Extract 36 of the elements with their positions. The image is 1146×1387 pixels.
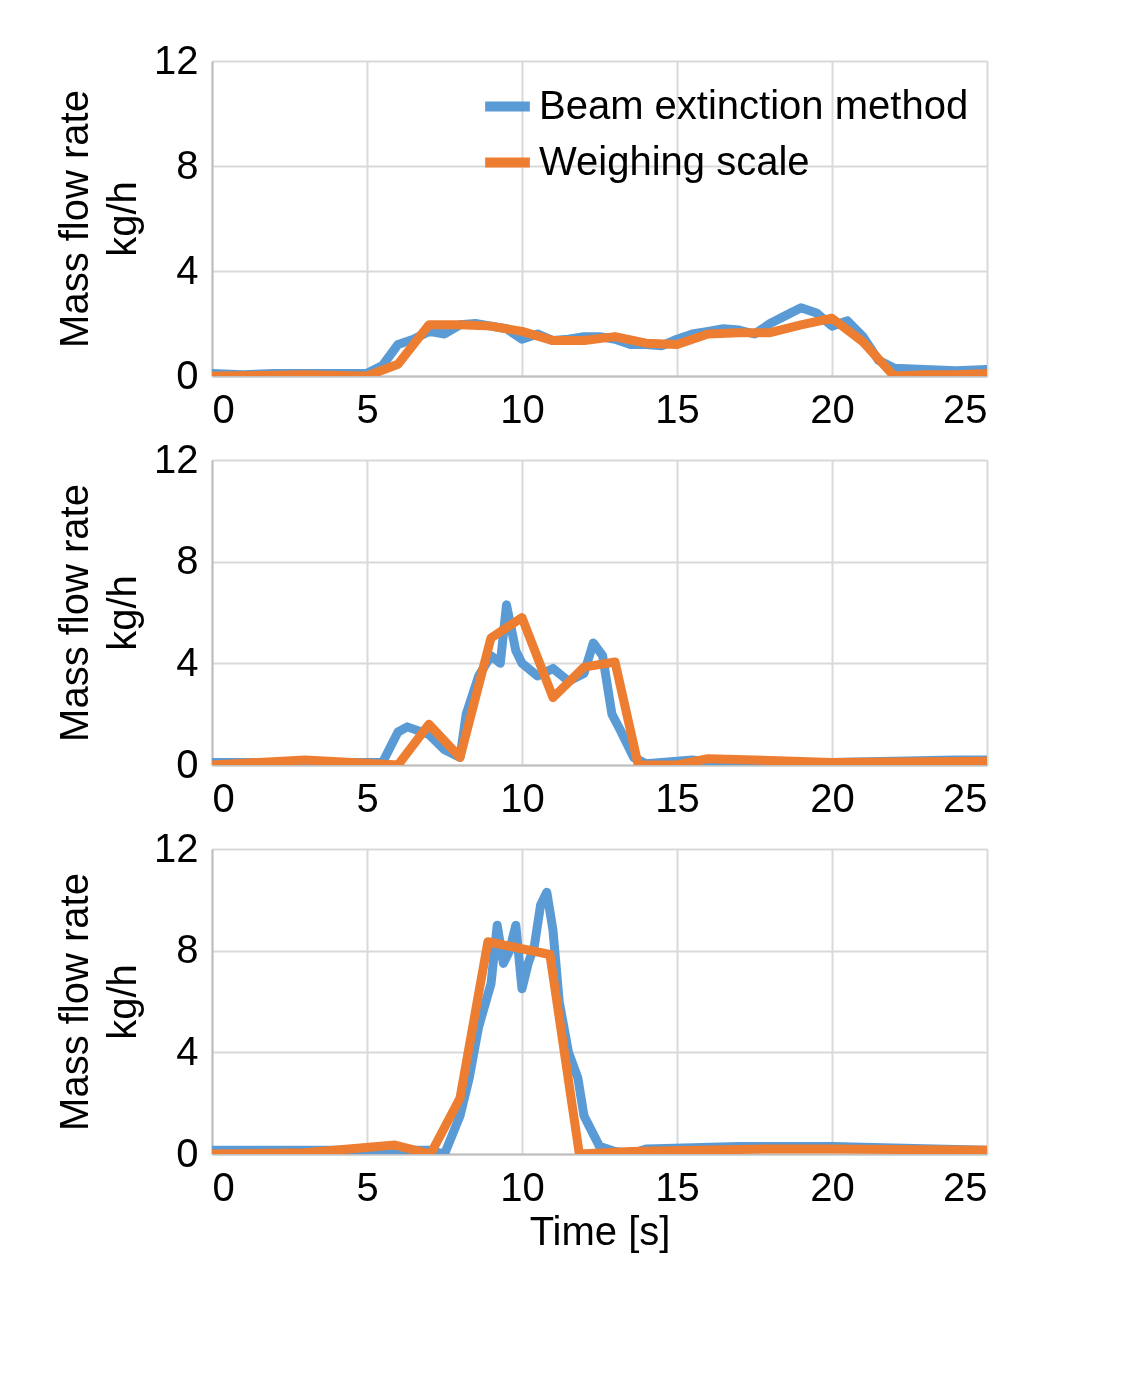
- x-axis-title: Time [s]: [529, 1208, 671, 1253]
- legend-label: Beam extinction method: [539, 82, 969, 127]
- y-tick-label: 0: [176, 741, 199, 786]
- x-tick-label: 5: [356, 1164, 379, 1209]
- x-tick-label: 25: [943, 1164, 988, 1209]
- x-tick-label: 10: [500, 1164, 545, 1209]
- y-axis-title: Mass flow rate kg/h: [52, 90, 145, 348]
- y-tick-label: 0: [176, 1130, 199, 1175]
- y-tick-label: 8: [176, 142, 199, 187]
- x-tick-label: 0: [212, 1164, 235, 1209]
- x-tick-label: 10: [500, 386, 545, 431]
- x-tick-label: 20: [810, 1164, 855, 1209]
- x-tick-label: 15: [655, 1164, 700, 1209]
- y-axis-title: Mass flow rate kg/h: [52, 873, 145, 1131]
- x-tick-label: 5: [356, 386, 379, 431]
- y-tick-label: 8: [176, 538, 199, 583]
- y-tick-label: 8: [176, 927, 199, 972]
- legend-label: Weighing scale: [539, 138, 810, 183]
- x-tick-label: 25: [943, 775, 988, 820]
- y-tick-label: 4: [176, 247, 199, 292]
- y-axis-title: Mass flow rate kg/h: [52, 484, 145, 742]
- x-tick-label: 15: [655, 775, 700, 820]
- y-tick-label: 4: [176, 639, 199, 684]
- x-tick-label: 0: [212, 386, 235, 431]
- x-tick-label: 15: [655, 386, 700, 431]
- y-tick-label: 12: [154, 37, 199, 82]
- x-tick-label: 20: [810, 386, 855, 431]
- y-tick-label: 4: [176, 1028, 199, 1073]
- y-tick-label: 0: [176, 352, 199, 397]
- x-tick-label: 20: [810, 775, 855, 820]
- y-tick-label: 12: [154, 436, 199, 481]
- x-tick-label: 25: [943, 386, 988, 431]
- x-tick-label: 0: [212, 775, 235, 820]
- y-tick-label: 12: [154, 825, 199, 870]
- x-tick-label: 10: [500, 775, 545, 820]
- x-tick-label: 5: [356, 775, 379, 820]
